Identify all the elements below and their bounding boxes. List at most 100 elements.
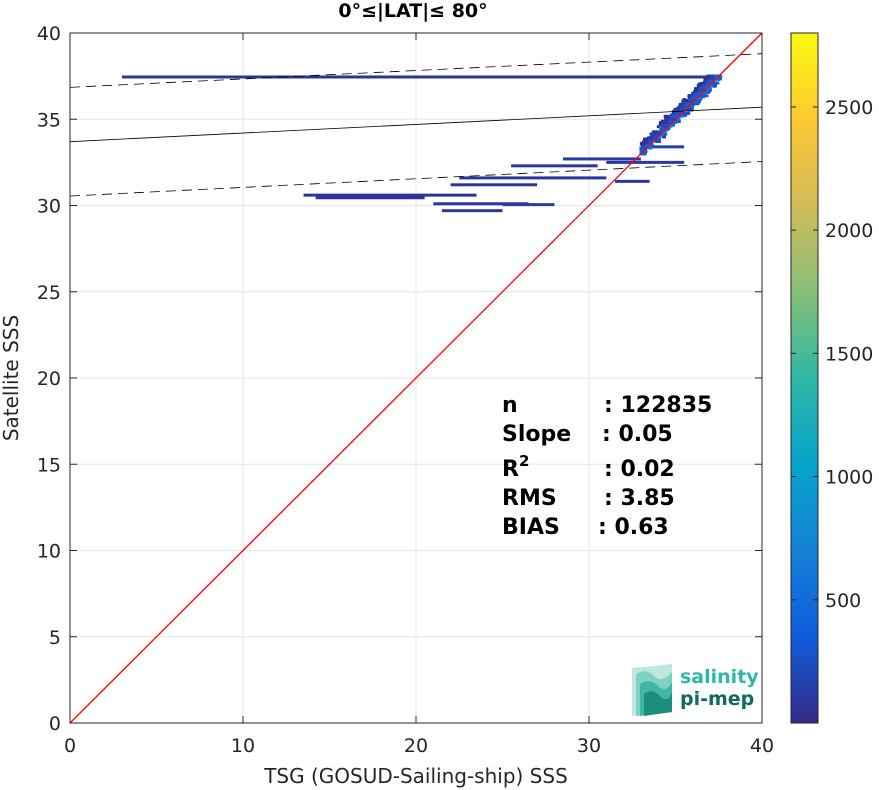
stat-r2-label: R2: [502, 452, 529, 482]
density-cell: [702, 80, 707, 84]
density-cell: [681, 99, 687, 103]
density-cell: [709, 80, 714, 84]
density-cell: [691, 102, 696, 106]
density-cell: [639, 142, 646, 146]
density-cell: [712, 84, 717, 88]
x-tick-label: 40: [750, 735, 774, 757]
stat-slope-value: : 0.05: [602, 422, 673, 447]
density-cell: [658, 120, 665, 124]
density-cell: [693, 101, 698, 105]
density-cell: [699, 81, 704, 85]
density-cell: [674, 111, 681, 115]
density-cell: [703, 89, 707, 93]
density-cell: [668, 123, 673, 127]
density-cell: [673, 107, 678, 111]
density-cell: [640, 145, 685, 149]
density-cell: [709, 84, 716, 88]
density-cell: [643, 137, 649, 141]
density-cell: [705, 75, 711, 79]
density-cell: [678, 105, 683, 109]
density-cell: [642, 140, 648, 144]
density-cell: [703, 94, 709, 98]
density-cell: [502, 203, 555, 207]
density-cell: [690, 95, 694, 99]
density-cell: [714, 81, 720, 85]
density-cell: [684, 100, 689, 104]
density-cell: [663, 114, 670, 118]
density-cell: [121, 75, 716, 79]
density-cell: [702, 83, 708, 87]
density-cell: [646, 145, 652, 149]
density-cell: [685, 102, 692, 106]
reference-lines: [69, 32, 763, 724]
density-cell: [661, 132, 668, 136]
density-cell: [677, 113, 681, 117]
y-tick-label: 0: [49, 713, 61, 735]
colorbar-tick-label: 2000: [825, 220, 873, 242]
x-tick-label: 10: [231, 735, 255, 757]
density-cell: [693, 95, 700, 99]
stat-bias-value: : 0.63: [598, 515, 669, 540]
density-cell: [459, 176, 607, 180]
density-cell: [697, 92, 703, 96]
y-axis-label: Satellite SSS: [0, 315, 23, 441]
colorbar-tick-label: 500: [825, 590, 861, 612]
density-cell: [669, 115, 675, 119]
density-cell: [708, 87, 712, 91]
density-cell: [693, 90, 697, 94]
density-cell: [662, 120, 668, 124]
lower-bound-line: [69, 161, 763, 197]
density-cell: [711, 81, 717, 85]
x-tick-label: 20: [404, 735, 428, 757]
stat-r2-base: R: [502, 457, 519, 482]
y-tick-label: 10: [37, 541, 61, 563]
colorbar-ticks: 500 1000 1500 2000 2500: [791, 97, 873, 612]
density-cell: [708, 75, 714, 79]
colorbar-tick-label: 1000: [825, 467, 873, 489]
stat-r2-value: : 0.02: [604, 457, 675, 482]
density-cell: [706, 79, 711, 83]
density-cell: [646, 141, 651, 145]
stat-rms-label: RMS: [502, 486, 557, 511]
density-cell: [688, 105, 695, 109]
density-cell: [651, 139, 655, 143]
y-axis-ticks: 0 5 10 15 20 25 30 35 40: [37, 23, 762, 735]
density-cell: [659, 129, 664, 133]
density-cell: [642, 144, 647, 148]
colorbar: [790, 32, 819, 724]
colorbar-tick-label: 1500: [825, 343, 873, 365]
y-tick-label: 5: [49, 627, 61, 649]
y-tick-label: 25: [37, 282, 61, 304]
density-cell: [711, 74, 716, 78]
density-cell: [664, 117, 670, 121]
stat-n-label: n: [502, 393, 518, 418]
density-cell: [672, 114, 678, 118]
density-cell: [511, 164, 598, 168]
density-cell: [679, 114, 684, 118]
density-cell: [691, 93, 695, 97]
density-cell: [674, 117, 681, 121]
density-cell: [674, 119, 680, 123]
density-cell: [433, 202, 529, 206]
density-cell: [660, 125, 666, 129]
regression-line: [69, 106, 763, 143]
density-cell: [699, 93, 706, 97]
density-cell: [698, 87, 705, 91]
y-tick-label: 15: [37, 454, 61, 476]
colorbar-tick-label: 2500: [825, 97, 873, 119]
density-cell: [671, 117, 677, 121]
density-cell: [685, 111, 691, 115]
density-cell: [641, 150, 648, 154]
density-cell: [648, 136, 655, 140]
density-cell: [693, 87, 700, 91]
density-cell: [693, 98, 700, 102]
density-cell: [697, 82, 701, 86]
density-cell: [614, 179, 650, 183]
density-cell: [650, 133, 655, 137]
salinity-pimep-logo: salinity pi-mep: [632, 664, 759, 716]
density-cell: [693, 92, 697, 96]
density-cell: [563, 157, 641, 161]
x-axis-ticks: 0 10 20 30 40: [64, 33, 774, 757]
density-cell: [662, 135, 666, 139]
